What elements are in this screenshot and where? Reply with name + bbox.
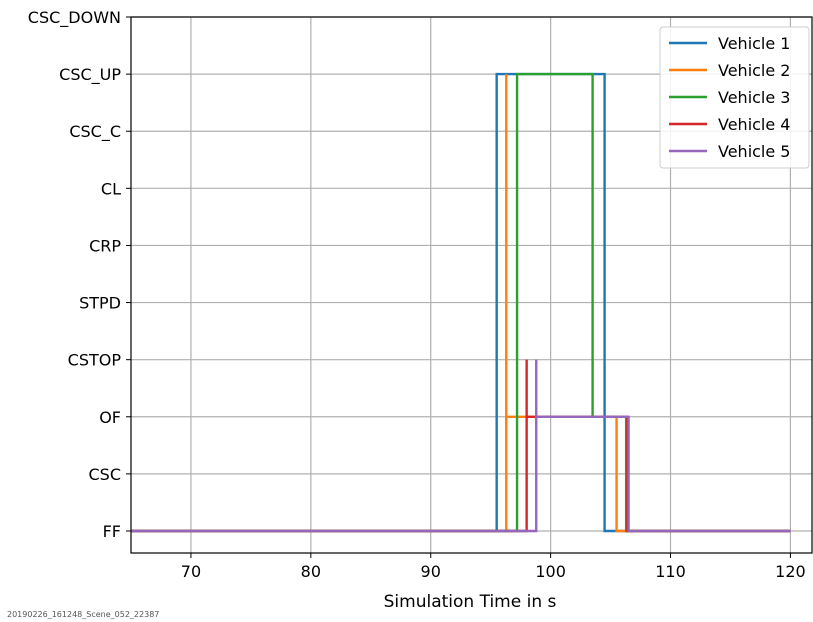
tick-labels: 70 80 90 100 110 120 FF CSC OF CSTOP STPD CRP CL CSC_… <box>28 8 806 581</box>
x-axis-label: Simulation Time in s <box>384 592 557 612</box>
y-tick-label: OF <box>99 408 121 427</box>
image-footnote: 20190226_161248_Scene_052_22387 <box>7 610 160 619</box>
x-tick-label: 90 <box>421 562 441 581</box>
legend-label: Vehicle 5 <box>718 142 790 161</box>
legend-label: Vehicle 1 <box>718 34 790 53</box>
y-tick-label: CSTOP <box>68 351 122 370</box>
x-tick-label: 110 <box>655 562 686 581</box>
series-line <box>131 359 791 533</box>
legend-label: Vehicle 4 <box>718 115 790 134</box>
x-tick-label: 80 <box>301 562 321 581</box>
y-tick-label: CSC_UP <box>59 65 121 85</box>
y-tick-label: STPD <box>79 294 121 313</box>
y-tick-label: CRP <box>89 236 121 255</box>
legend-label: Vehicle 2 <box>718 61 790 80</box>
y-tick-label: CSC <box>89 465 122 484</box>
plot-frame <box>130 16 813 554</box>
x-tick-label: 100 <box>535 562 566 581</box>
x-axis-label-text: Simulation Time in s <box>384 592 557 612</box>
x-tick-label: 70 <box>181 562 201 581</box>
y-tick-label: FF <box>103 522 121 541</box>
legend-label: Vehicle 3 <box>718 88 790 107</box>
legend: Vehicle 1 Vehicle 2 Vehicle 3 Vehicle 4 Vehi… <box>659 26 810 169</box>
series-line <box>131 359 791 533</box>
series-lines <box>131 72 791 533</box>
legend-box <box>659 26 810 169</box>
y-tick-label: CSC_C <box>69 122 121 142</box>
axes <box>130 16 813 554</box>
y-tick-label: CL <box>101 179 121 198</box>
y-tick-label: CSC_DOWN <box>28 8 121 28</box>
x-tick-label: 120 <box>775 562 806 581</box>
